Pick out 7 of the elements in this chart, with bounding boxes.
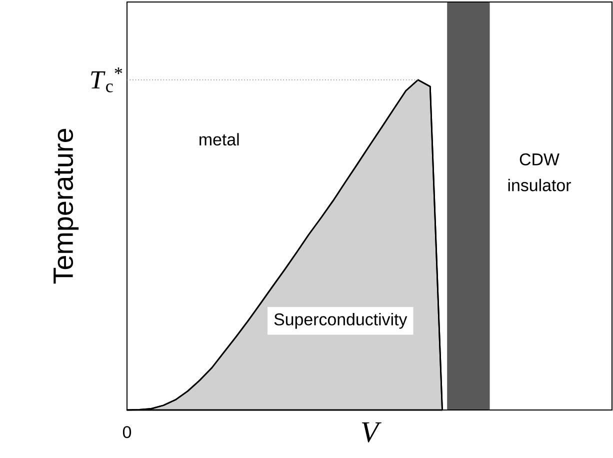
text: 0 xyxy=(122,426,132,438)
y-axis-title: Temperature xyxy=(54,128,79,284)
annotation: Superconductivity xyxy=(274,312,408,329)
annotation: metal xyxy=(200,133,239,146)
text: CDW insulator xyxy=(508,153,571,192)
ref-line-label: T$_{c}$* xyxy=(91,68,122,92)
x-axis-title: V xyxy=(362,422,382,442)
